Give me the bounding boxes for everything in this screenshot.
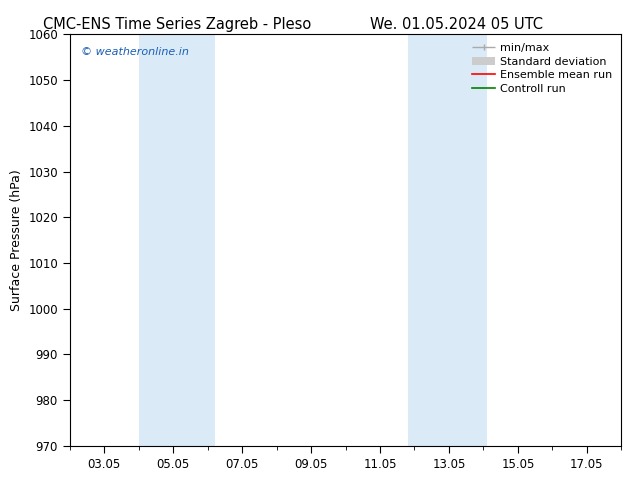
Bar: [139, 34, 214, 446]
Legend: min/max, Standard deviation, Ensemble mean run, Controll run: min/max, Standard deviation, Ensemble me…: [469, 40, 616, 97]
Text: We. 01.05.2024 05 UTC: We. 01.05.2024 05 UTC: [370, 17, 543, 32]
Text: © weatheronline.in: © weatheronline.in: [81, 47, 189, 57]
Text: CMC-ENS Time Series Zagreb - Pleso: CMC-ENS Time Series Zagreb - Pleso: [43, 17, 312, 32]
Bar: [408, 34, 487, 446]
Y-axis label: Surface Pressure (hPa): Surface Pressure (hPa): [10, 169, 23, 311]
